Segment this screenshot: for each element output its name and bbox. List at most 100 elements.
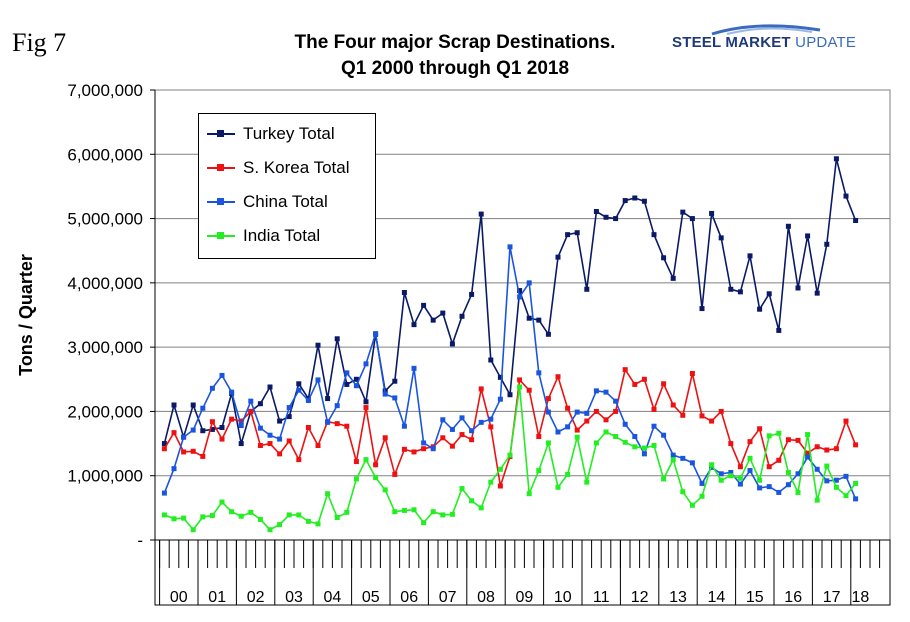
data-point [238,418,244,424]
data-point [565,424,571,430]
y-tick-label: 1,000,000 [67,467,143,486]
data-point [238,513,244,519]
figure-label: Fig 7 [12,28,67,57]
legend-swatch-india [207,230,235,242]
data-point [622,198,628,204]
data-point [219,436,225,442]
data-point [632,195,638,201]
data-point [747,455,753,461]
data-point [814,290,820,296]
data-point [555,484,561,490]
data-point [824,447,830,453]
data-point [661,476,667,482]
data-point [344,381,350,387]
data-point [497,483,503,489]
data-point [757,426,763,432]
data-point [833,446,839,452]
data-point [459,486,465,492]
x-year-label: 02 [247,589,265,606]
data-point [229,389,235,395]
data-point [401,446,407,452]
data-point [305,518,311,524]
data-point [766,484,772,490]
y-axis-title: Tons / Quarter [16,254,36,376]
data-point [315,377,321,383]
data-point [440,512,446,518]
data-point [593,408,599,414]
data-point [651,423,657,429]
data-point [315,342,321,348]
data-point [737,475,743,481]
data-point [776,489,782,495]
data-point [766,291,772,297]
data-point [795,489,801,495]
data-point [555,254,561,260]
brand-name-bold: STEEL MARKET [672,34,791,51]
data-point [507,452,513,458]
data-point [795,471,801,477]
data-point [593,209,599,214]
y-tick-label: - [137,531,143,550]
data-point [536,370,542,376]
data-point [325,396,331,402]
data-point [536,468,542,474]
legend-label-s-korea: S. Korea Total [243,158,350,177]
data-point [574,427,580,433]
data-point [670,452,676,458]
data-point [622,439,628,445]
data-point [488,424,494,430]
data-point [670,402,676,408]
data-point [248,509,254,515]
data-point [459,313,465,319]
data-point [469,291,475,297]
data-point [469,437,475,443]
data-point [709,418,715,424]
x-year-label: 15 [746,589,764,606]
x-year-label: 17 [823,589,841,606]
data-point [286,405,292,411]
data-point [853,442,859,448]
data-point [161,490,167,496]
data-point [555,429,561,435]
data-point [344,423,350,429]
data-point [449,511,455,517]
y-tick-label: 3,000,000 [67,338,143,357]
data-point [613,398,619,404]
data-point [584,410,590,416]
data-point [728,473,734,479]
data-point [334,421,340,427]
data-point [238,441,244,447]
data-point [190,427,196,433]
data-point [603,417,609,423]
data-point [853,496,859,502]
brand-name-light: UPDATE [795,34,857,51]
data-point [257,443,263,448]
data-point [785,223,791,229]
data-point [469,428,475,434]
data-point [401,507,407,513]
data-point [497,466,503,472]
data-point [440,435,446,441]
x-axis-box [154,539,891,606]
x-year-label: 16 [784,589,802,606]
data-point [411,507,417,513]
data-point [574,409,580,415]
data-point [584,418,590,424]
data-point [737,464,743,470]
data-point [565,232,571,238]
x-year-label: 13 [669,589,687,606]
data-point [853,480,859,486]
data-point [190,402,196,408]
data-point [209,513,215,519]
data-point [545,331,551,337]
x-year-label: 08 [477,589,495,606]
data-point [478,211,484,217]
data-point [689,460,695,466]
y-tick-label: 2,000,000 [67,402,143,421]
data-point [709,462,715,468]
data-point [353,383,359,389]
data-point [382,435,388,441]
data-point [536,434,542,439]
data-point [478,419,484,425]
data-point [181,515,187,521]
